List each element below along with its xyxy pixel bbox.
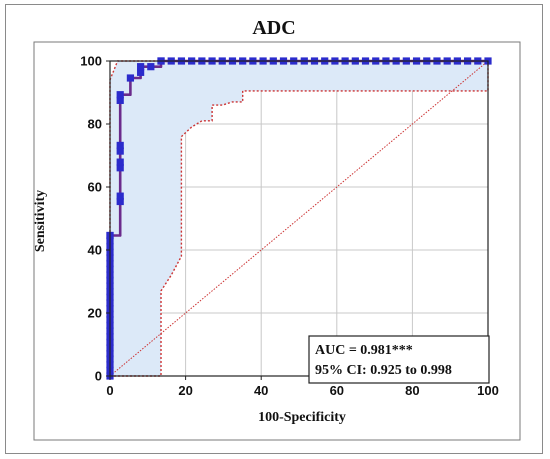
x-tick-label: 20 (178, 383, 192, 398)
y-tick-label: 40 (88, 243, 102, 258)
y-axis-label: Sensitivity (33, 190, 48, 252)
roc-point (116, 141, 124, 150)
roc-point (116, 158, 124, 166)
roc-point (116, 164, 124, 172)
auc-box (308, 335, 490, 384)
x-tick-label: 80 (405, 383, 419, 398)
reference-line (109, 60, 489, 377)
roc-point (116, 197, 124, 206)
reference-diagonal (109, 60, 489, 377)
roc-point (116, 147, 124, 155)
y-tick-label: 20 (88, 306, 102, 321)
roc-point (137, 63, 145, 71)
roc-point (126, 74, 135, 82)
roc-point (147, 63, 155, 71)
auc-annotation: AUC = 0.981*** 95% CI: 0.925 to 0.998 (308, 335, 490, 384)
x-tick-label: 100 (477, 383, 499, 398)
x-tick-label: 0 (106, 383, 113, 398)
auc-value: AUC = 0.981*** (315, 343, 413, 358)
ci-lower-line (110, 61, 489, 377)
roc-point (116, 91, 124, 99)
y-tick-label: 80 (88, 117, 102, 132)
chart-frame: ADC 0 20 40 60 80 100 0 20 40 60 80 100 100-Specif… (5, 4, 543, 454)
y-tick-label: 0 (95, 369, 102, 384)
auc-ci: 95% CI: 0.925 to 0.998 (315, 363, 452, 378)
x-axis-label: 100-Specificity (258, 410, 346, 425)
x-axis-ticks: 0 20 40 60 80 100 (106, 376, 499, 398)
x-tick-label: 60 (330, 383, 344, 398)
y-axis-ticks: 0 20 40 60 80 100 (80, 54, 110, 384)
plot-border (109, 60, 489, 377)
y-tick-label: 100 (80, 54, 102, 69)
y-tick-label: 60 (88, 180, 102, 195)
inner-frame (33, 41, 521, 441)
x-tick-label: 40 (254, 383, 268, 398)
roc-point (116, 96, 124, 104)
roc-point (116, 192, 124, 200)
chart-title: ADC (252, 17, 295, 39)
roc-chart: ADC 0 20 40 60 80 100 0 20 40 60 80 100 100-Specif… (33, 17, 521, 441)
roc-point (137, 68, 145, 76)
